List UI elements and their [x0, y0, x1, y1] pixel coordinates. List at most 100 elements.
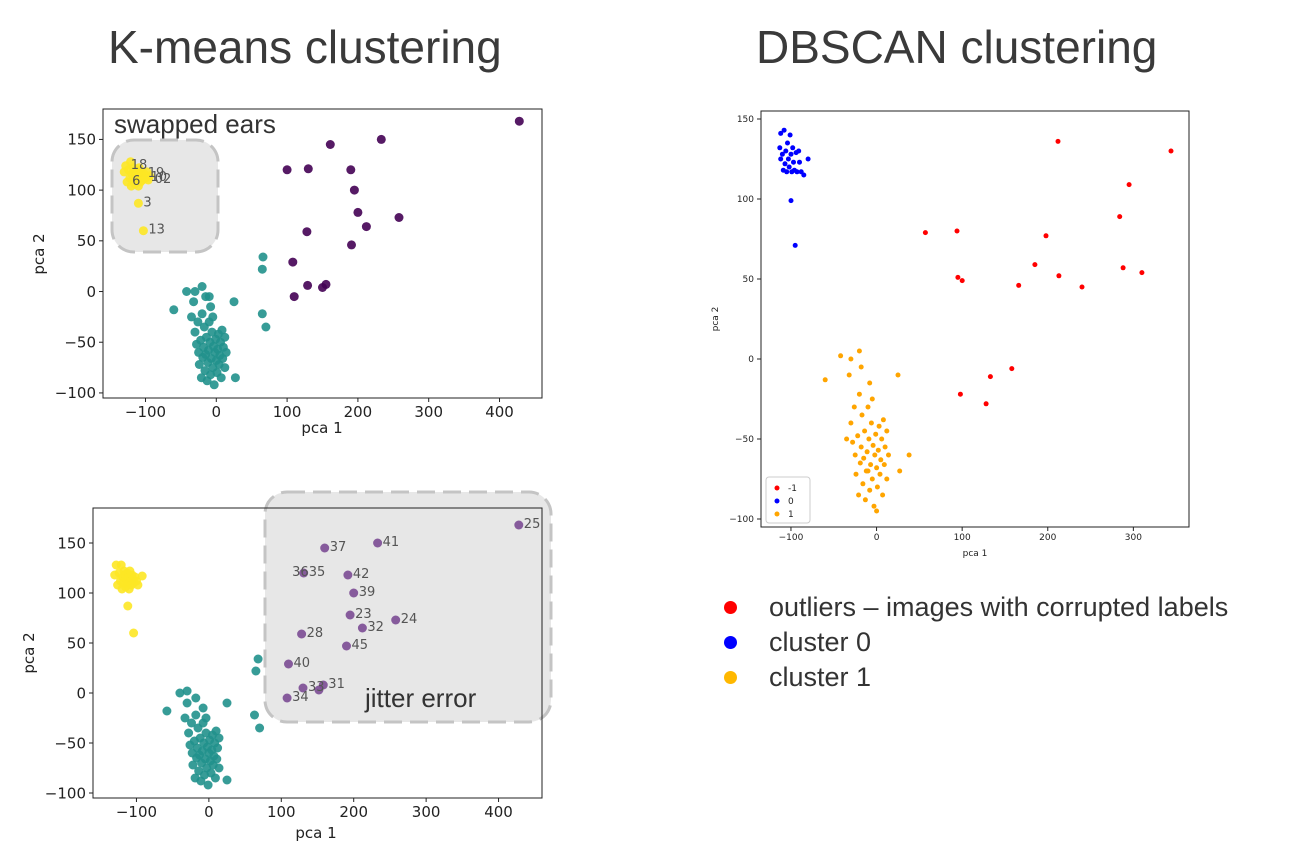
plot-frame	[92, 507, 543, 799]
data-point	[822, 377, 828, 383]
data-point	[182, 287, 192, 296]
data-point	[258, 252, 268, 262]
data-point	[791, 159, 796, 165]
data-point	[325, 140, 335, 149]
data-point	[208, 312, 218, 322]
data-point	[850, 439, 856, 445]
point-label: 42	[353, 567, 370, 582]
series-0	[777, 127, 811, 248]
data-point	[229, 297, 239, 307]
data-point	[856, 391, 862, 397]
legend-label-outliers: outliers – images with corrupted labels	[769, 592, 1229, 622]
data-point	[862, 497, 868, 503]
plot-legend-label: -1	[788, 484, 797, 494]
data-point	[191, 693, 201, 703]
x-axis-label: pca 1	[301, 419, 342, 437]
data-point	[214, 763, 224, 773]
x-tick-label: 0	[212, 403, 222, 421]
data-point	[838, 353, 844, 359]
data-point	[349, 588, 359, 598]
data-point	[514, 116, 524, 126]
data-point	[214, 733, 224, 743]
point-label: 02	[155, 172, 172, 187]
data-point	[349, 185, 359, 195]
data-point	[282, 693, 292, 703]
data-point	[220, 332, 230, 342]
data-point	[188, 760, 198, 770]
data-point	[856, 492, 862, 498]
point-label: 36	[292, 565, 309, 580]
data-point	[870, 442, 876, 448]
data-point	[862, 428, 868, 434]
point-label: 41	[383, 535, 400, 550]
point-label: 24	[401, 612, 418, 627]
point-label: 37	[330, 540, 347, 555]
data-point	[983, 401, 989, 407]
data-point	[303, 164, 313, 174]
y-tick-label: −100	[45, 784, 86, 802]
data-point	[873, 431, 879, 437]
data-point	[297, 629, 307, 639]
series-2	[282, 520, 524, 703]
data-point	[191, 710, 201, 720]
data-point	[867, 380, 873, 386]
x-tick-label: −100	[116, 803, 157, 821]
y-tick-label: −100	[55, 384, 96, 402]
data-point	[897, 468, 903, 474]
data-point	[1056, 273, 1062, 279]
data-point	[361, 222, 371, 232]
y-tick-label: 150	[737, 115, 754, 125]
dbscan-legend-caption: outliers – images with corrupted labels …	[720, 590, 1228, 695]
data-point	[210, 773, 220, 783]
y-tick-label: 100	[57, 584, 86, 602]
point-label: 18	[131, 158, 148, 173]
data-point	[346, 165, 356, 175]
data-point	[230, 373, 240, 383]
data-point	[858, 444, 864, 450]
x-tick-label: 400	[484, 803, 513, 821]
data-point	[788, 151, 794, 157]
data-point	[857, 460, 863, 466]
data-point	[856, 348, 862, 354]
data-point	[955, 274, 961, 280]
point-label: 3	[143, 195, 151, 210]
x-tick-label: 300	[1125, 533, 1142, 543]
y-axis-label: pca 2	[30, 233, 48, 274]
data-point	[797, 159, 802, 165]
data-point	[787, 132, 793, 138]
y-tick-label: 50	[67, 634, 86, 652]
data-point	[298, 683, 308, 693]
data-point	[222, 775, 232, 785]
data-point	[257, 264, 267, 274]
legend-label-cluster-0: cluster 0	[769, 627, 872, 657]
data-point	[881, 462, 887, 468]
data-point	[954, 228, 960, 234]
data-point	[874, 465, 880, 471]
data-point	[343, 570, 353, 580]
point-label: 32	[367, 620, 384, 635]
data-point	[868, 420, 874, 426]
data-point	[860, 481, 866, 487]
x-tick-label: −100	[125, 403, 166, 421]
series-1	[169, 252, 271, 390]
x-tick-label: 200	[339, 803, 368, 821]
data-point	[796, 148, 802, 154]
data-point	[785, 140, 790, 146]
data-point	[129, 628, 139, 638]
data-point	[391, 615, 401, 625]
data-point	[864, 449, 870, 455]
data-point	[868, 462, 874, 468]
data-point	[882, 444, 888, 450]
point-label: 23	[355, 607, 372, 622]
data-point	[221, 347, 231, 357]
data-point	[906, 452, 912, 458]
chart-dbscan: −100 0 100 200 300 −100 −50 0 50 100 150 pca 1 pca 2…	[711, 110, 1190, 559]
series-2	[282, 116, 524, 302]
y-tick-label: 150	[67, 131, 96, 149]
data-point	[884, 476, 890, 482]
y-tick-label: −50	[64, 333, 96, 351]
data-point	[347, 240, 356, 250]
data-point	[133, 580, 143, 590]
data-point	[852, 452, 858, 458]
plot-frame	[102, 108, 543, 399]
